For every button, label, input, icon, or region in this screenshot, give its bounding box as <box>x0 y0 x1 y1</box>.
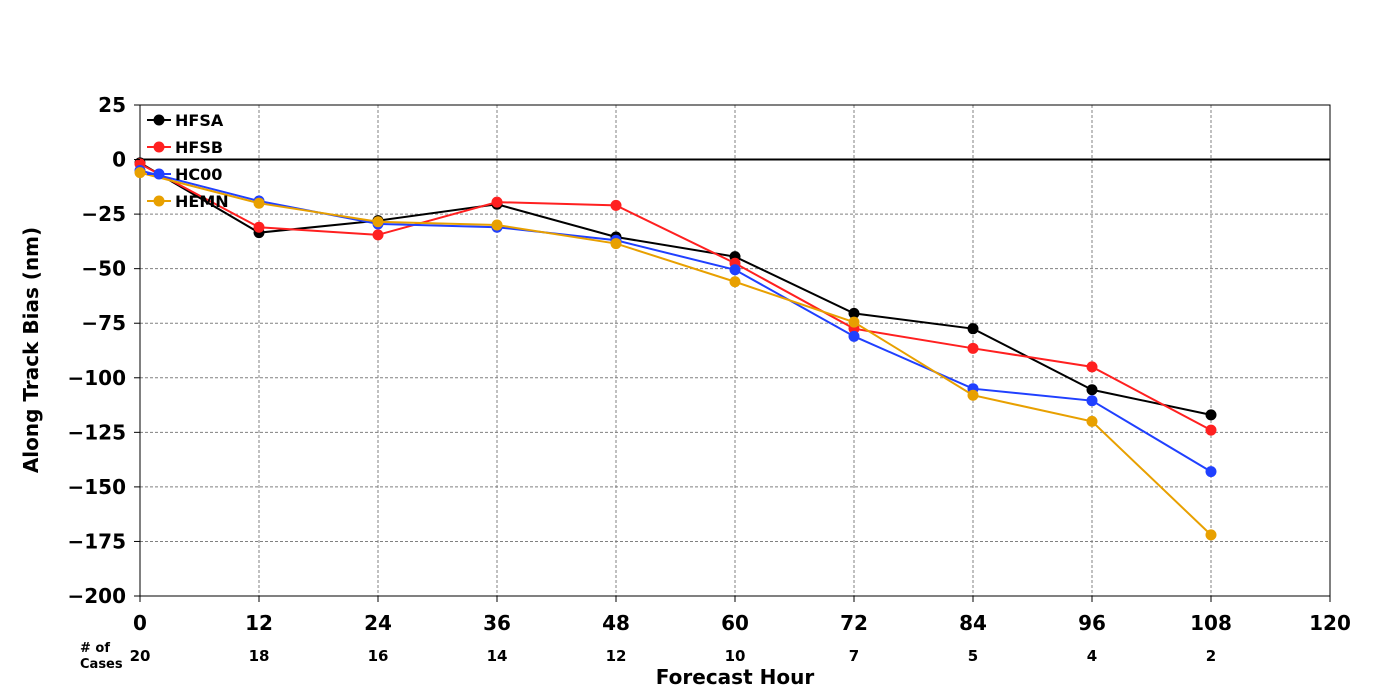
case-count: 12 <box>606 647 627 665</box>
legend-label-hfsa: HFSA <box>175 111 224 130</box>
series-lines <box>134 157 1217 541</box>
data-point-hfsb <box>967 342 979 354</box>
legend-marker-hfsa <box>153 114 165 126</box>
data-point-hfsb <box>1086 361 1098 373</box>
x-tick-label: 12 <box>245 611 273 635</box>
data-point-hemn <box>967 389 979 401</box>
series-line-hfsa <box>139 161 1212 416</box>
legend-item-hfsb: HFSB <box>147 138 223 157</box>
case-count: 2 <box>1206 647 1216 665</box>
data-point-hfsb <box>372 229 384 241</box>
cases-title-line2: Cases <box>80 657 123 672</box>
legend-item-hemn: HEMN <box>147 192 229 211</box>
series-line-hemn <box>139 171 1212 536</box>
y-tick-label: 0 <box>112 148 126 172</box>
data-point-hemn <box>729 276 741 288</box>
data-point-hfsb <box>253 221 265 233</box>
case-count: 7 <box>849 647 859 665</box>
x-axis-title: Forecast Hour <box>656 665 815 689</box>
y-axis-title: Along Track Bias (nm) <box>19 227 43 473</box>
data-point-hemn <box>848 316 860 328</box>
case-counts: # of Cases 20 18 16 14 12 10 7 5 4 2 <box>80 641 1216 672</box>
series-line-hfsb <box>139 163 1212 432</box>
data-point-hemn <box>372 216 384 228</box>
series-hfsb <box>134 158 1217 436</box>
case-count: 14 <box>487 647 508 665</box>
legend-item-hc00: HC00 <box>147 165 222 184</box>
data-point-hfsb <box>610 199 622 211</box>
x-tick-label: 108 <box>1190 611 1232 635</box>
data-point-hemn <box>253 197 265 209</box>
series-hemn <box>134 167 1217 541</box>
legend-marker-hc00 <box>153 168 165 180</box>
data-point-hemn <box>491 219 503 231</box>
data-point-hc00 <box>848 330 860 342</box>
legend-marker-hemn <box>153 195 165 207</box>
y-tick-label: −50 <box>81 257 126 281</box>
x-tick-label: 60 <box>721 611 749 635</box>
y-tick-label: −150 <box>67 475 126 499</box>
data-point-hemn <box>1205 529 1217 541</box>
x-tick-label: 24 <box>364 611 392 635</box>
case-count: 16 <box>368 647 389 665</box>
data-point-hfsb <box>1205 424 1217 436</box>
data-point-hc00 <box>729 264 741 276</box>
legend-label-hc00: HC00 <box>175 165 222 184</box>
y-tick-label: −100 <box>67 366 126 390</box>
case-count: 5 <box>968 647 978 665</box>
x-tick-label: 96 <box>1078 611 1106 635</box>
legend-marker-hfsb <box>153 141 165 153</box>
y-tick-label: −25 <box>81 202 126 226</box>
x-tick-label: 84 <box>959 611 987 635</box>
cases-title-line1: # of <box>80 641 110 656</box>
legend-item-hfsa: HFSA <box>147 111 224 130</box>
legend-label-hfsb: HFSB <box>175 138 223 157</box>
y-tick-label: −125 <box>67 420 126 444</box>
x-tick-label: 120 <box>1309 611 1351 635</box>
series-hfsa <box>134 157 1217 421</box>
data-point-hfsa <box>1086 384 1098 396</box>
data-point-hemn <box>1086 415 1098 427</box>
x-tick-label: 0 <box>133 611 147 635</box>
case-count: 20 <box>130 647 151 665</box>
y-tick-label: −200 <box>67 584 126 608</box>
data-point-hemn <box>134 167 146 179</box>
x-tick-label: 36 <box>483 611 511 635</box>
case-count: 4 <box>1087 647 1097 665</box>
y-tick-label: −75 <box>81 311 126 335</box>
x-tick-label: 72 <box>840 611 868 635</box>
x-axis-ticks: 0 12 24 36 48 60 72 84 96 108 120 <box>133 596 1351 635</box>
data-point-hc00 <box>1205 466 1217 478</box>
data-point-hfsa <box>1205 409 1217 421</box>
data-point-hc00 <box>1086 395 1098 407</box>
y-tick-label: 25 <box>98 93 126 117</box>
series-line-hc00 <box>139 169 1212 473</box>
y-tick-label: −175 <box>67 529 126 553</box>
data-point-hfsb <box>491 196 503 208</box>
grid-lines <box>140 105 1330 596</box>
data-point-hfsa <box>967 323 979 335</box>
case-count: 10 <box>725 647 746 665</box>
legend-label-hemn: HEMN <box>175 192 229 211</box>
series-hc00 <box>134 164 1217 478</box>
legend: HFSA HFSB HC00 HEMN <box>147 111 229 211</box>
case-count: 18 <box>249 647 270 665</box>
x-tick-label: 48 <box>602 611 630 635</box>
data-point-hfsa <box>848 307 860 319</box>
data-point-hemn <box>610 238 622 250</box>
y-axis-ticks: 25 0 −25 −50 −75 −100 −125 −150 −175 −200 <box>67 93 140 608</box>
